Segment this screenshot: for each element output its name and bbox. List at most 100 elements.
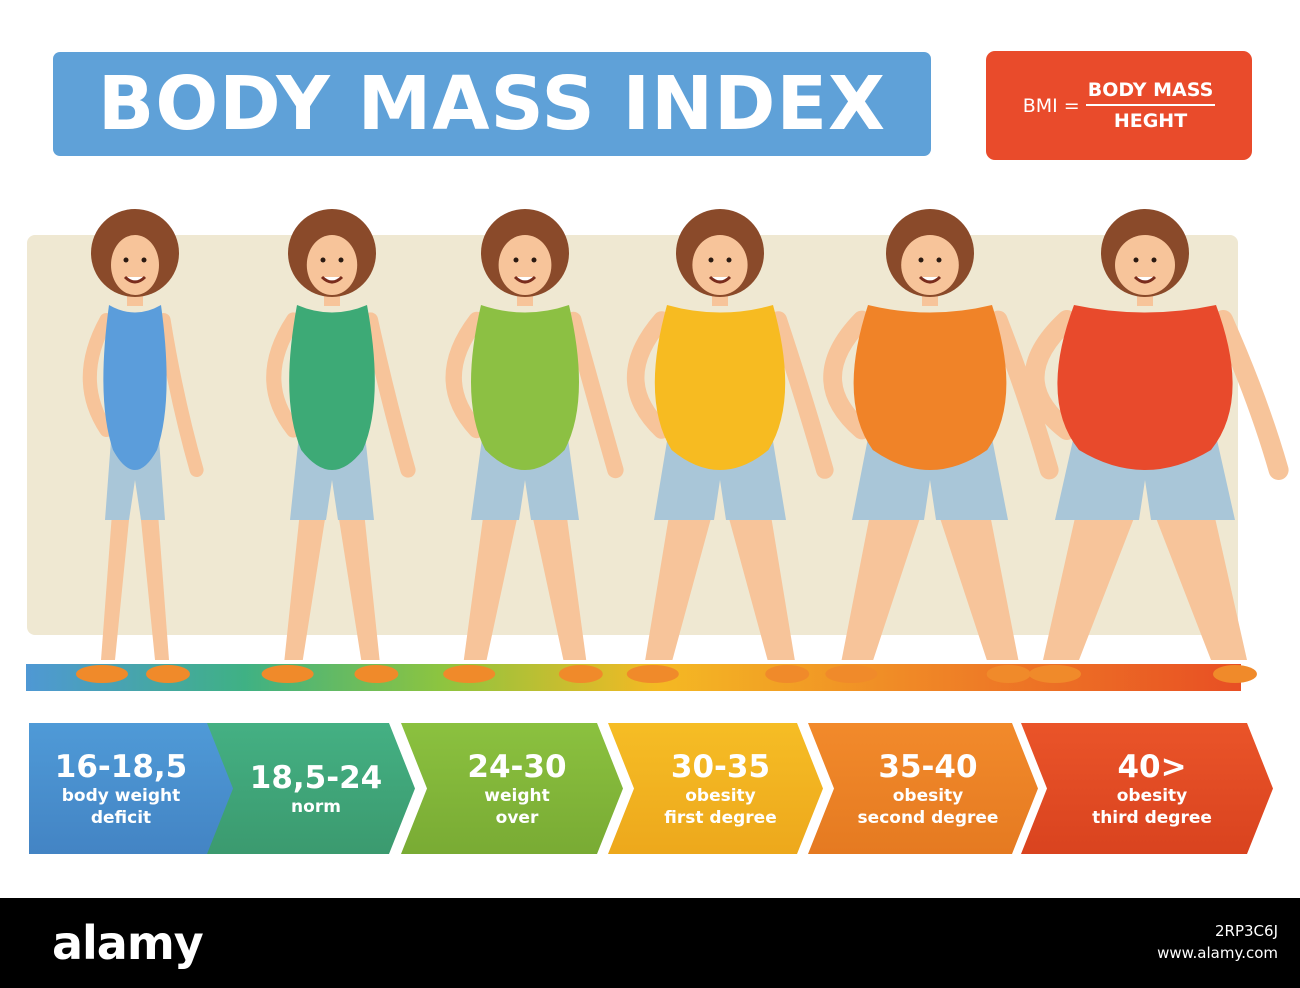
right-eye [338, 257, 344, 263]
formula-fraction: BODY MASS HEGHT [1085, 79, 1216, 132]
right-arm [769, 311, 834, 479]
right-leg [1149, 500, 1247, 660]
swimsuit [289, 305, 375, 470]
category-label-line2: first degree [664, 807, 777, 828]
right-arm [988, 310, 1059, 480]
left-shoe [261, 665, 314, 683]
right-leg [529, 500, 587, 660]
smile [1133, 275, 1157, 284]
alamy-logo: alamy [52, 916, 204, 970]
left-arm [82, 313, 114, 437]
category-label-line1: obesity [685, 785, 756, 806]
right-shoe [1213, 665, 1257, 683]
smile [513, 275, 537, 284]
image-id-site: www.alamy.com [1157, 944, 1278, 962]
left-arm [445, 311, 485, 439]
category-label-line1: body weight [61, 785, 181, 806]
category-range: 24-30 [467, 748, 567, 785]
category-label-line1: weight [484, 785, 550, 806]
left-shoe [443, 665, 496, 683]
swimsuit [853, 305, 1007, 470]
category-label-line2: deficit [90, 807, 152, 828]
image-id-code: 2RP3C6J [1215, 922, 1278, 940]
left-leg [841, 500, 926, 660]
left-shoe [1029, 665, 1081, 683]
category-label-line2: second degree [857, 807, 999, 828]
image-id: 2RP3C6J www.alamy.com [1157, 920, 1278, 964]
category-arrow-underweight: 16-18,5 body weight deficit [29, 723, 235, 854]
formula-denominator: HEGHT [1113, 110, 1188, 132]
right-arm [362, 312, 416, 478]
category-label-line1: obesity [1116, 785, 1188, 806]
right-leg [336, 500, 380, 660]
left-eye [708, 257, 714, 263]
woman-figure [261, 209, 416, 683]
left-arm [823, 310, 872, 440]
left-leg [463, 500, 521, 660]
swimsuit [103, 305, 167, 470]
face [1115, 235, 1175, 295]
left-shoe [626, 665, 679, 683]
category-range: 18,5-24 [249, 759, 383, 796]
category-arrow-obesity-1: 30-35 obesity first degree [608, 723, 823, 854]
face [692, 235, 748, 295]
woman-figure [626, 209, 834, 683]
right-shoe [765, 665, 810, 683]
face [901, 235, 959, 295]
right-eye [936, 257, 942, 263]
right-shoe [986, 665, 1031, 683]
category-arrow-norm: 18,5-24 norm [207, 723, 415, 854]
right-shoe [558, 665, 603, 683]
right-leg [724, 500, 795, 660]
left-shoe [76, 665, 128, 683]
page-title: BODY MASS INDEX [97, 61, 887, 147]
right-arm [565, 311, 624, 479]
woman-figure [443, 209, 624, 683]
category-label-line2: over [495, 807, 539, 828]
title-banner: BODY MASS INDEX [53, 52, 931, 156]
left-leg [284, 500, 328, 660]
smile [708, 275, 732, 284]
left-leg [645, 500, 716, 660]
left-eye [1133, 257, 1139, 263]
left-leg [101, 500, 131, 660]
category-range: 16-18,5 [54, 748, 188, 785]
face [111, 235, 159, 295]
left-eye [123, 257, 129, 263]
smile [918, 275, 942, 284]
woman-figure [823, 209, 1059, 683]
face [498, 235, 552, 295]
smile [123, 275, 147, 284]
category-range: 30-35 [670, 748, 771, 785]
left-eye [320, 257, 326, 263]
left-leg [1043, 500, 1141, 660]
right-arm [156, 313, 204, 477]
swimsuit [654, 305, 786, 470]
right-eye [531, 257, 537, 263]
woman-figure [76, 209, 204, 683]
right-eye [726, 257, 732, 263]
category-range: 35-40 [878, 748, 978, 785]
left-eye [918, 257, 924, 263]
bmi-formula: BMI = BODY MASS HEGHT [986, 51, 1252, 160]
watermark-bar: alamy 2RP3C6J www.alamy.com [0, 898, 1300, 988]
right-leg [934, 500, 1019, 660]
right-leg [139, 500, 169, 660]
category-label-line1: obesity [892, 785, 964, 806]
right-shoe [354, 665, 399, 683]
formula-lhs: BMI = [1022, 94, 1080, 117]
category-label-line2: third degree [1092, 807, 1212, 828]
category-arrow-obesity-2: 35-40 obesity second degree [808, 723, 1038, 854]
right-eye [1151, 257, 1157, 263]
woman-figure [1024, 209, 1289, 683]
left-shoe [825, 665, 878, 683]
figure-illustrations [76, 209, 1289, 683]
swimsuit [471, 305, 579, 470]
left-arm [1024, 310, 1077, 440]
smile [320, 275, 344, 284]
swimsuit [1057, 305, 1233, 470]
left-arm [626, 311, 671, 439]
category-arrow-obesity-3: 40> obesity third degree [1021, 723, 1273, 854]
category-arrow-overweight: 24-30 weight over [401, 723, 623, 854]
right-eye [141, 257, 147, 263]
